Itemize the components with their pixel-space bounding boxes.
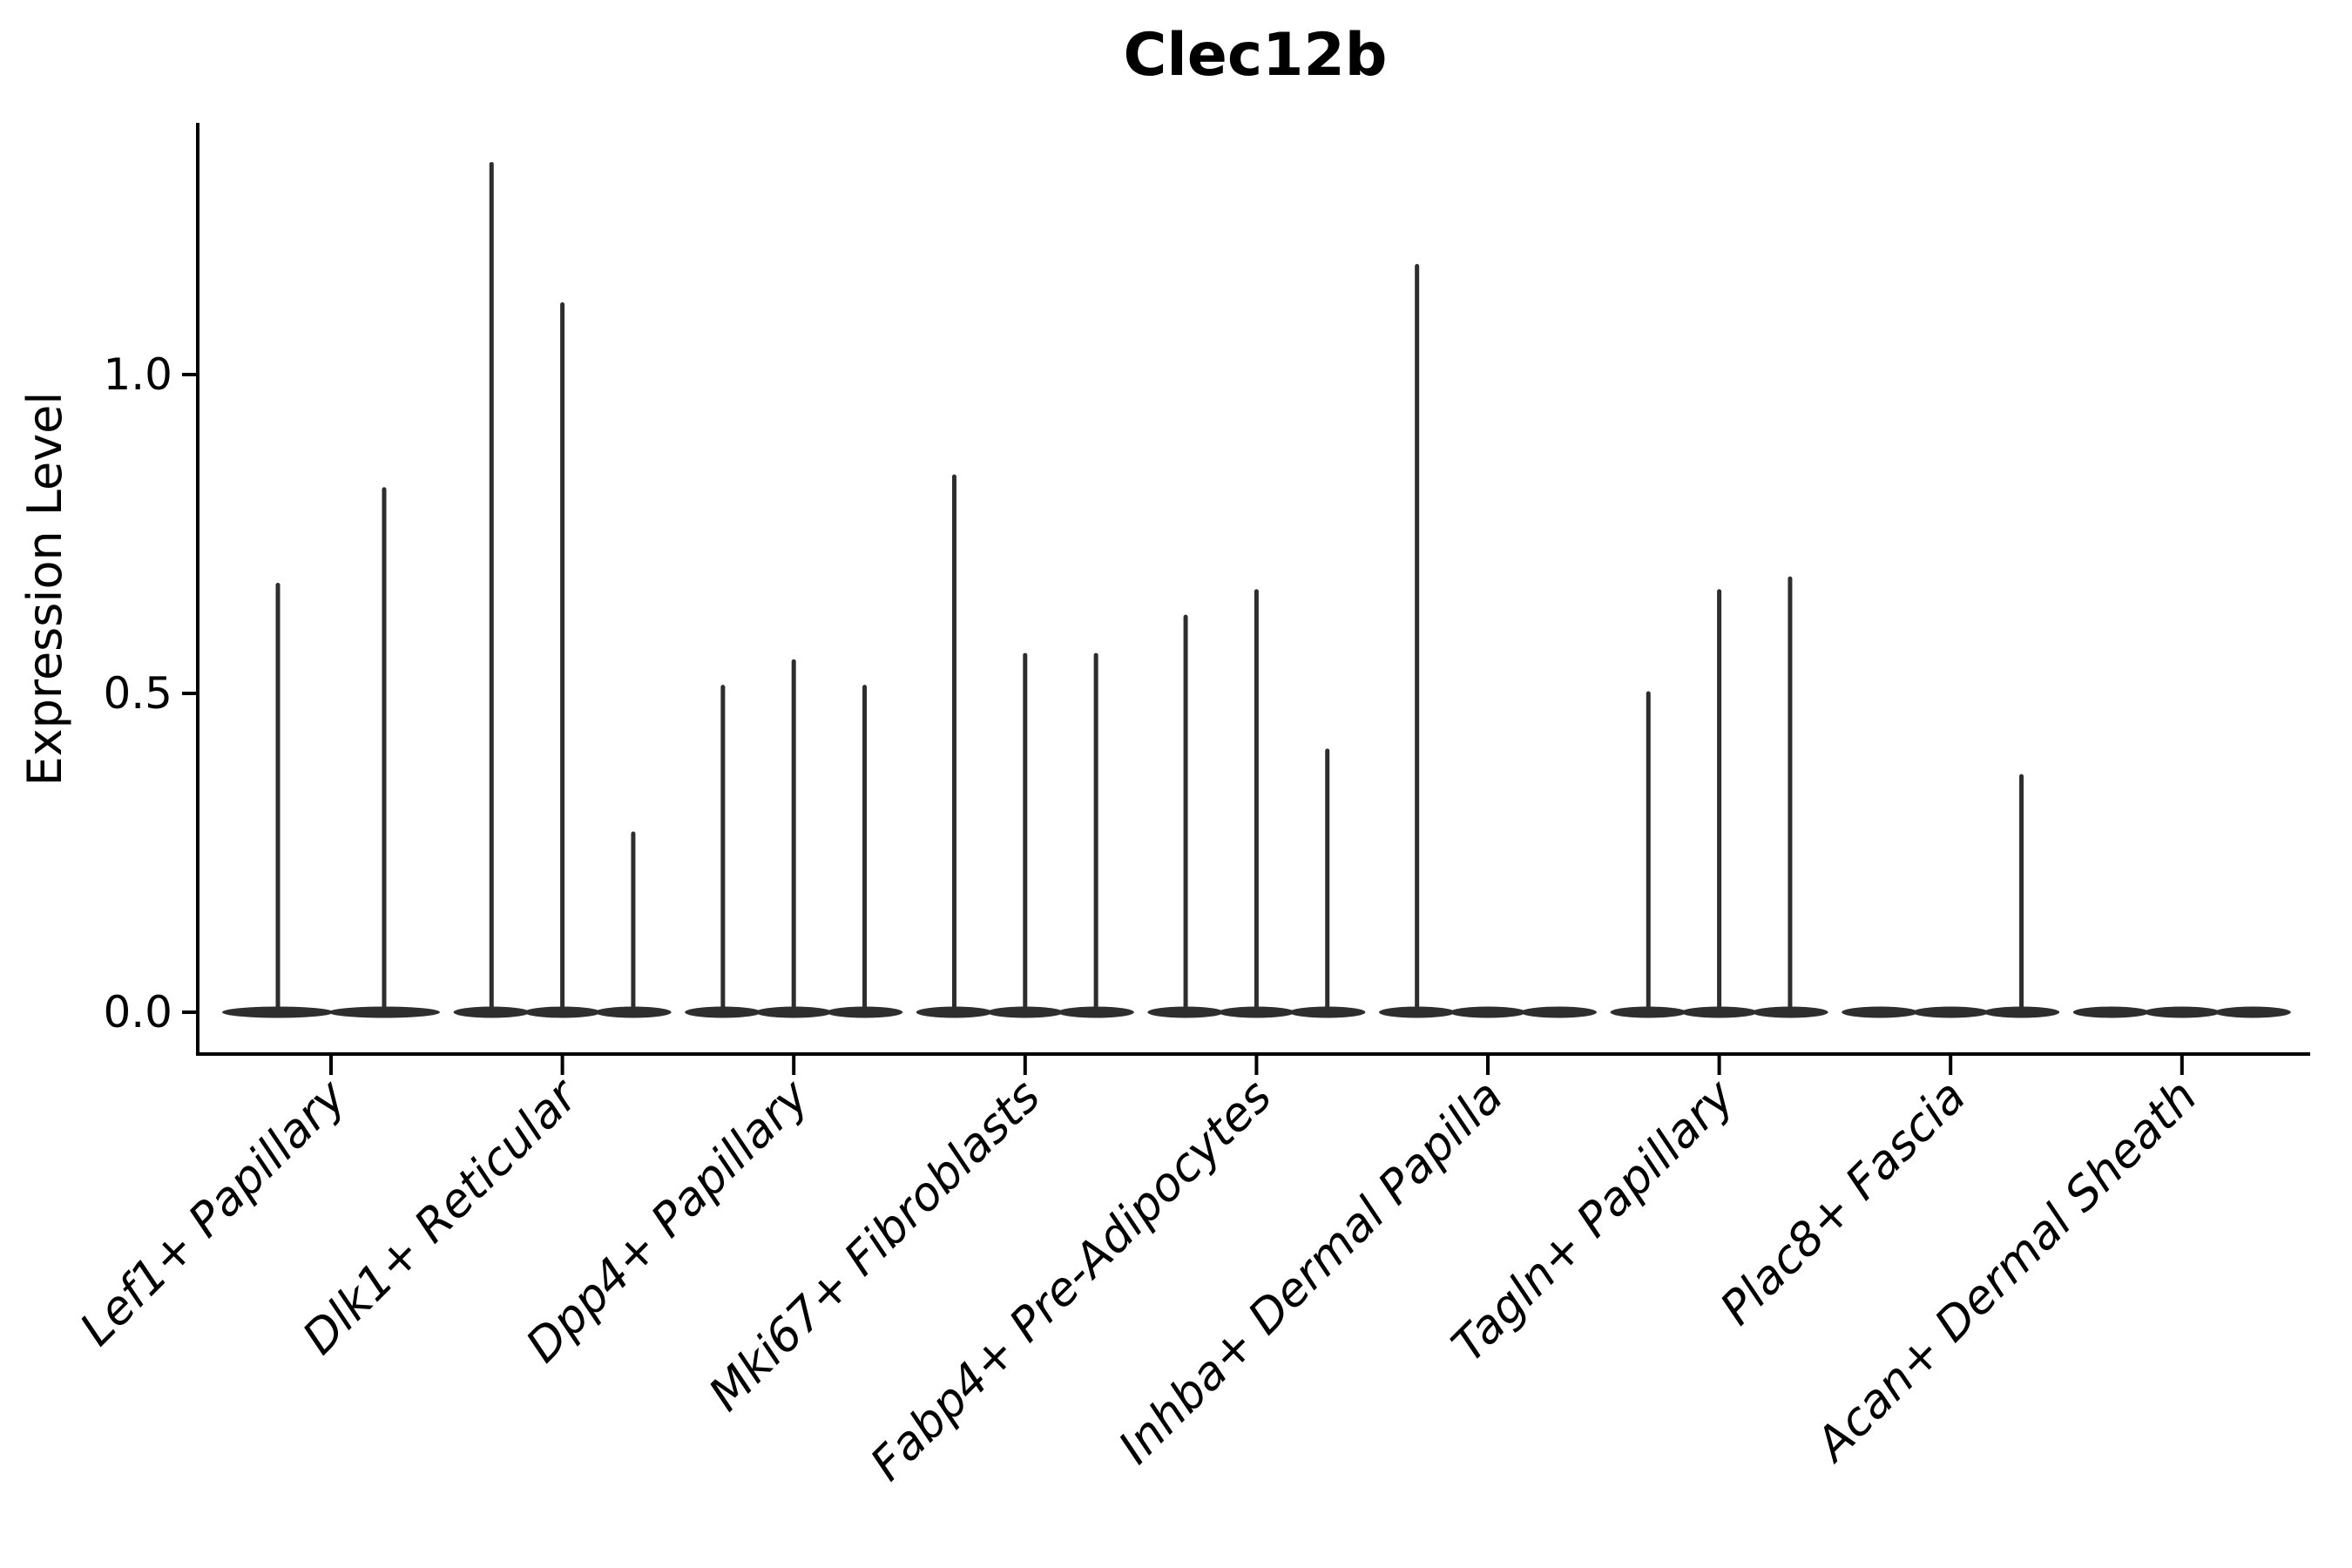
x-category-label: Acan+ Dermal Sheath — [1804, 1070, 2207, 1473]
violin-baseline-lens — [1450, 1006, 1526, 1018]
x-category-label: Plac8+ Fascia — [1710, 1070, 1976, 1335]
violin-group — [453, 161, 672, 1018]
violins-layer — [222, 161, 2291, 1018]
x-category-label: Inhba+ Dermal Papilla — [1109, 1070, 1513, 1474]
y-tick-label: 0.5 — [103, 668, 172, 719]
violin-baseline-lens — [2072, 1006, 2150, 1018]
chart-title: Clec12b — [1124, 21, 1388, 90]
violin-group — [1147, 589, 1366, 1018]
violin-baseline-lens — [1520, 1006, 1598, 1018]
violin-baseline-lens — [2214, 1006, 2291, 1018]
violin-group — [685, 659, 903, 1018]
violin-group — [916, 474, 1134, 1018]
x-category-label: Fabp4+ Pre-Adipocytes — [861, 1070, 1282, 1491]
violin-group — [1379, 264, 1598, 1018]
violin-group — [1610, 576, 1828, 1018]
violin-group — [2072, 1006, 2291, 1018]
violin-group — [222, 487, 440, 1018]
y-axis-label: Expression Level — [17, 392, 72, 787]
violin-baseline-lens — [1842, 1006, 1918, 1018]
violin-baseline-lens — [2144, 1006, 2220, 1018]
violin-group — [1842, 774, 2060, 1018]
y-tick-label: 1.0 — [103, 349, 172, 400]
y-tick-label: 0.0 — [103, 987, 172, 1037]
violin-baseline-lens — [1912, 1006, 1989, 1018]
